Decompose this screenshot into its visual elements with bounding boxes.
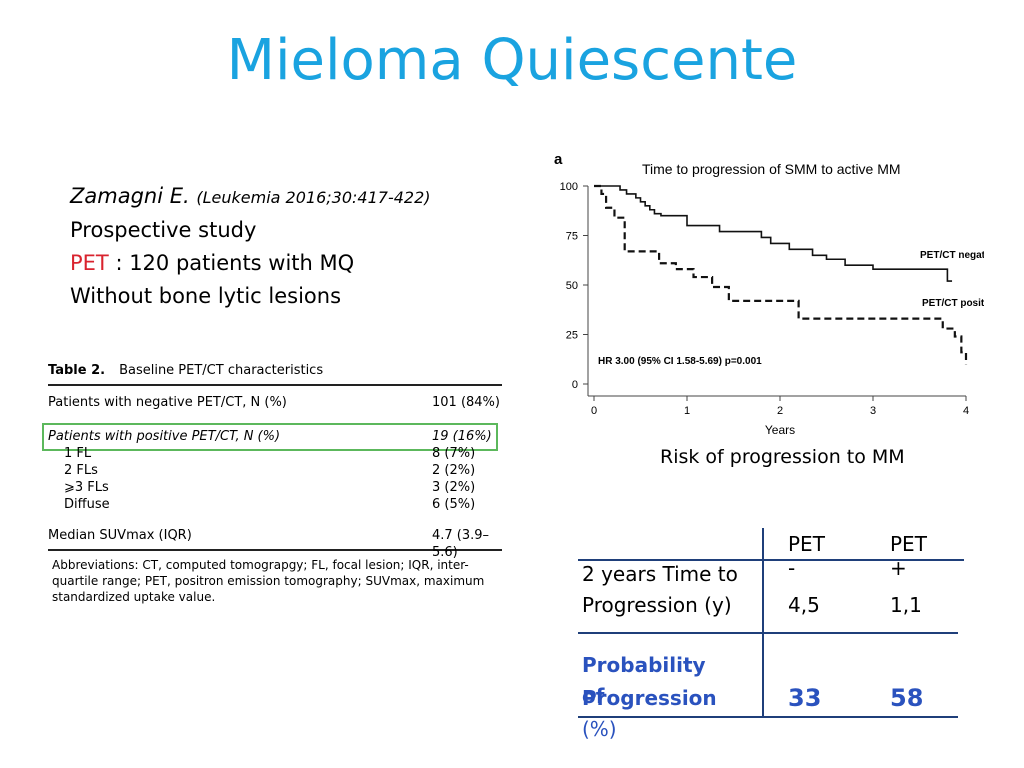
- col-header-pet-negative: PET -: [788, 532, 825, 580]
- x-tick-label: 1: [684, 405, 690, 417]
- pet-label: PET: [70, 251, 109, 275]
- row-label-percent: (%): [582, 717, 617, 741]
- table2-row-value: 19 (16%): [432, 429, 492, 444]
- x-tick-label: 2: [777, 405, 783, 417]
- reference-line-3-rest: : 120 patients with MQ: [108, 251, 355, 275]
- y-tick-label: 75: [566, 231, 578, 243]
- reference-citation: (Leukemia 2016;30:417-422): [196, 188, 431, 207]
- table2-row: Median SUVmax (IQR) 4.7 (3.9–5.6): [48, 527, 502, 560]
- row-label-progression: Progression (%): [582, 683, 717, 745]
- table2-row: Patients with positive PET/CT, N (%) 19 …: [48, 428, 502, 445]
- table2-abbreviations: Abbreviations: CT, computed tomograpgy; …: [52, 558, 485, 604]
- row-label-progression-text: Progression: [582, 686, 717, 710]
- cell-prob-pet-positive: 58: [890, 684, 924, 712]
- series-label-negative: PET/CT negative: [920, 250, 984, 261]
- table2-row-label: Median SUVmax (IQR): [48, 528, 192, 543]
- table-rule: [578, 559, 964, 561]
- cell-ttp-pet-positive: 1,1: [890, 593, 922, 617]
- y-tick-label: 25: [566, 330, 578, 342]
- table2-row-label: Patients with positive PET/CT, N (%): [48, 429, 281, 444]
- reference-author: Zamagni E.: [70, 184, 190, 208]
- row-label-probability: Probability of: [582, 653, 706, 708]
- x-axis-label: Years: [765, 423, 795, 437]
- table2-row-value: 6 (5%): [432, 497, 476, 512]
- table2-row-value: 2 (2%): [432, 463, 476, 478]
- table-rule: [762, 528, 764, 718]
- table2-row-label: 2 FLs: [64, 463, 98, 478]
- table2-row-value: 101 (84%): [432, 395, 500, 410]
- cell-ttp-pet-negative: 4,5: [788, 593, 820, 617]
- table2-row-label: Patients with negative PET/CT, N (%): [48, 395, 287, 410]
- table2-row-value: 3 (2%): [432, 480, 476, 495]
- table2-row: ⩾3 FLs 3 (2%): [48, 479, 502, 496]
- reference-line-4: Without bone lytic lesions: [70, 284, 342, 308]
- row-label-time-to-progression: 2 years Time to Progression (y): [582, 562, 738, 617]
- x-tick-label: 4: [963, 405, 969, 417]
- chart-title: Time to progression of SMM to active MM: [642, 161, 901, 177]
- table2-row: Diffuse 6 (5%): [48, 496, 502, 513]
- reference-block: Zamagni E. (Leukemia 2016;30:417-422) Pr…: [70, 180, 431, 313]
- table2-label: Table 2.: [48, 363, 106, 378]
- chart-panel-label: a: [554, 151, 563, 168]
- table2-row-label: Diffuse: [64, 497, 110, 512]
- table-rule: [578, 632, 958, 634]
- table2-row: 2 FLs 2 (2%): [48, 462, 502, 479]
- table2-row-label: ⩾3 FLs: [64, 480, 109, 495]
- table2-row-value: 4.7 (3.9–5.6): [432, 528, 490, 560]
- y-tick-label: 50: [566, 280, 578, 292]
- chart-caption: Risk of progression to MM: [660, 446, 905, 468]
- positive-pet-highlight-box: [42, 423, 498, 451]
- col-header-pet-positive: PET +: [890, 532, 927, 580]
- table-rule: [578, 716, 958, 718]
- x-tick-label: 3: [870, 405, 876, 417]
- table2-row-value: 8 (7%): [432, 446, 476, 461]
- reference-line-2: Prospective study: [70, 218, 257, 242]
- y-tick-label: 100: [560, 181, 578, 193]
- chart-annotation: HR 3.00 (95% CI 1.58-5.69) p=0.001: [598, 356, 762, 367]
- x-tick-label: 0: [591, 405, 597, 417]
- kaplan-meier-chart: a Time to progression of SMM to active M…: [554, 151, 984, 437]
- cell-prob-pet-negative: 33: [788, 684, 822, 712]
- table2-caption: Table 2. Baseline PET/CT characteristics: [48, 358, 502, 386]
- reference-line-3: PET : 120 patients with MQ: [70, 247, 431, 280]
- series-label-positive: PET/CT positive: [922, 298, 984, 309]
- y-tick-label: 0: [572, 379, 578, 391]
- table2-title: Baseline PET/CT characteristics: [119, 363, 324, 378]
- slide-title: Mieloma Quiescente: [226, 28, 798, 93]
- table2-row: Patients with negative PET/CT, N (%) 101…: [48, 394, 502, 411]
- baseline-pet-table: Table 2. Baseline PET/CT characteristics …: [48, 358, 502, 605]
- series-line-pet-negative: [594, 185, 953, 282]
- table2-row-label: 1 FL: [64, 446, 92, 461]
- table2-row: 1 FL 8 (7%): [48, 445, 502, 462]
- series-line-pet-positive: [594, 184, 968, 365]
- reference-line-1: Zamagni E. (Leukemia 2016;30:417-422): [70, 180, 431, 214]
